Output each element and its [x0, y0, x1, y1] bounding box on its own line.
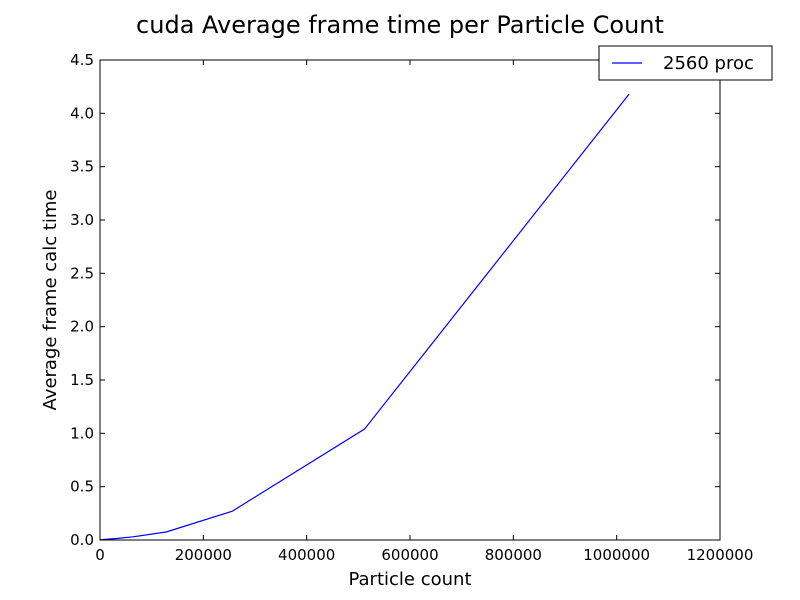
y-tick-label: 4.0 [70, 104, 94, 122]
y-tick-label: 1.5 [70, 371, 94, 389]
chart-title: cuda Average frame time per Particle Cou… [136, 11, 664, 39]
y-tick-label: 2.0 [70, 318, 94, 336]
y-tick-label: 0.0 [70, 531, 94, 549]
y-tick-label: 3.5 [70, 158, 94, 176]
x-tick-label: 400000 [278, 546, 335, 564]
x-tick-label: 1200000 [687, 546, 754, 564]
plot-area [100, 93, 630, 541]
legend: 2560 proc [598, 45, 773, 81]
plot-frame [99, 59, 721, 541]
x-tick-label: 200000 [175, 546, 232, 564]
y-tick-label: 3.0 [70, 211, 94, 229]
x-axis-label: Particle count [348, 569, 471, 590]
axis-ticks: 0 200000 400000 600000 800000 1000000 1200000 0… [70, 51, 753, 564]
y-axis-label: Average frame calc time [40, 190, 61, 411]
y-tick-label: 2.5 [70, 264, 94, 282]
x-tick-label: 800000 [485, 546, 542, 564]
x-tick-label: 1000000 [583, 546, 650, 564]
y-tick-label: 0.5 [70, 478, 94, 496]
x-tick-label: 600000 [381, 546, 438, 564]
y-tick-label: 4.5 [70, 51, 94, 69]
series-line [100, 93, 630, 541]
y-tick-label: 1.0 [70, 424, 94, 442]
x-tick-label: 0 [95, 546, 105, 564]
legend-entry-label: 2560 proc [663, 53, 754, 74]
